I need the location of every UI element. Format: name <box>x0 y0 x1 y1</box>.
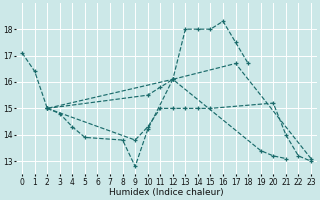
X-axis label: Humidex (Indice chaleur): Humidex (Indice chaleur) <box>109 188 224 197</box>
